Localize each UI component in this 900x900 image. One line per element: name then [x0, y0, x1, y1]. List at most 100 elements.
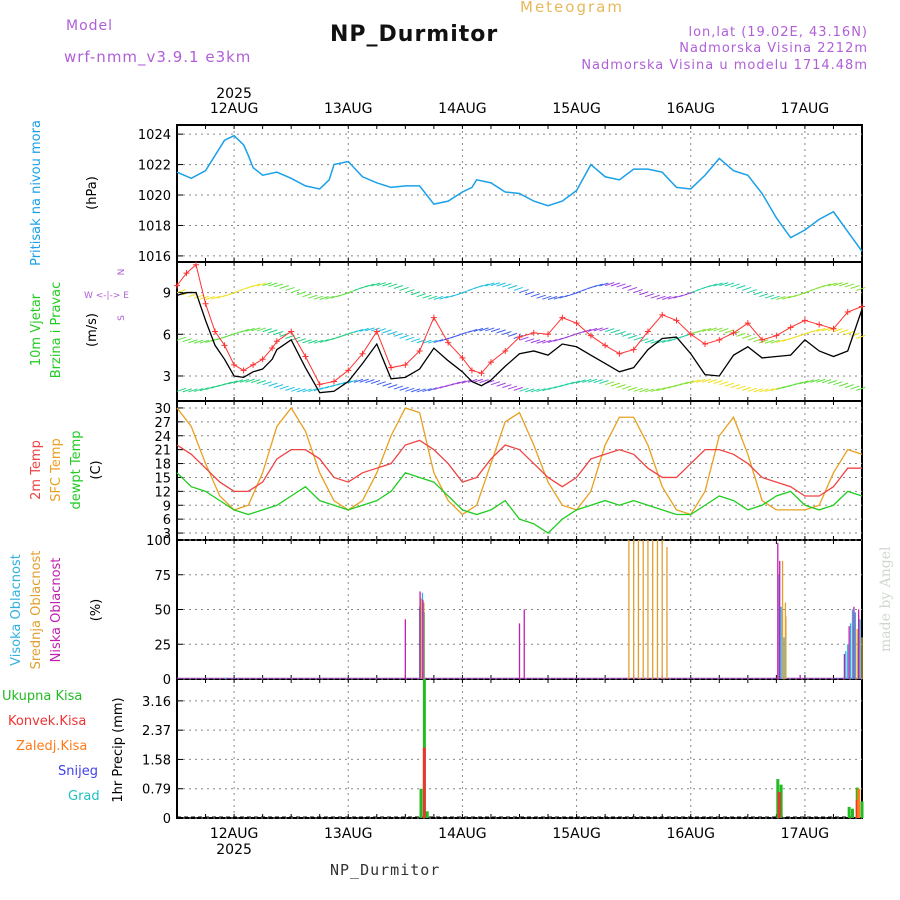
wind-gust-marker	[559, 314, 566, 321]
wind-barb	[262, 282, 272, 287]
wind-barb	[519, 289, 529, 294]
wind-barb	[370, 282, 381, 287]
wind-barb	[816, 378, 826, 383]
meteogram-label: Meteogram	[520, 0, 624, 16]
wind-barb	[405, 336, 415, 341]
model-elevation: Nadmorska Visina u modelu 1714.48m	[581, 58, 868, 73]
panel-frame-4	[176, 678, 863, 819]
wind-barb	[268, 329, 278, 334]
wind-barb	[719, 328, 729, 333]
wind-barb	[490, 328, 501, 333]
wind-barb	[485, 327, 495, 332]
wind-gust-marker	[240, 367, 247, 374]
wind-barb	[793, 381, 803, 386]
wind-barb	[428, 387, 438, 392]
wind-barb	[273, 331, 284, 335]
wind-barb	[679, 381, 689, 386]
wind-barb	[604, 328, 615, 333]
legend-conv-rain: Konvek.Kisa	[8, 714, 86, 729]
wind-barb	[273, 384, 284, 389]
wind-barb	[382, 282, 392, 287]
wind-barb	[707, 283, 718, 288]
y-tick-label: 1024	[138, 128, 171, 143]
wind-barb	[513, 386, 523, 391]
y-tick-label: 50	[154, 604, 171, 619]
wind-barb	[273, 283, 284, 288]
wind-barb	[399, 386, 409, 391]
pressure-title: Pritisak na nivou mora	[29, 120, 44, 266]
wind-unit: (m/s)	[85, 313, 100, 347]
wind-gust-marker	[730, 329, 737, 336]
wind-barb	[507, 332, 518, 337]
wind-barb	[279, 385, 289, 390]
wind-gust-marker	[516, 334, 523, 341]
wind-barb	[525, 338, 535, 343]
pressure-line	[176, 134, 863, 252]
temp-sfc-line	[176, 406, 863, 516]
temp-sfc-label: SFC Temp	[49, 438, 64, 502]
x-day-label-bottom: 13AUG	[324, 826, 373, 842]
wind-barb	[764, 294, 775, 299]
wind-barb	[747, 336, 757, 341]
wind-barb	[633, 387, 643, 392]
wind-barb	[599, 282, 609, 287]
wind-barb	[536, 339, 546, 344]
wind-barb	[285, 386, 295, 391]
wind-barb	[365, 283, 375, 288]
wind-barb	[690, 379, 700, 384]
wind-barb	[770, 295, 780, 300]
wind-barb	[570, 380, 581, 385]
wind-gust-marker	[716, 336, 723, 343]
wind-barb	[542, 339, 552, 344]
wind-barb	[376, 381, 386, 386]
x-year-top: 2025	[216, 86, 252, 102]
wind-barb	[759, 339, 769, 344]
wind-barb	[656, 339, 666, 344]
compass-south: S	[117, 315, 127, 321]
wind-barb	[741, 286, 752, 291]
wind-barb	[291, 289, 301, 294]
wind-gust-marker	[702, 341, 709, 348]
wind-barb	[844, 283, 855, 288]
wind-barb	[616, 384, 626, 389]
wind-gust-marker	[659, 311, 666, 318]
wind-barb	[713, 327, 723, 332]
wind-barb	[490, 381, 501, 386]
wind-barb	[479, 283, 489, 288]
wind-barb	[850, 385, 860, 390]
wind-barb	[753, 388, 763, 393]
wind-barb	[296, 338, 307, 343]
x-day-label-bottom: 14AUG	[438, 826, 487, 842]
wind-barb	[547, 339, 558, 343]
wind-barb	[353, 378, 364, 383]
x-day-label-top: 16AUG	[667, 101, 716, 117]
wind-barb	[428, 295, 438, 300]
wind-barb	[507, 385, 518, 390]
wind-barb	[182, 338, 192, 343]
legend-total-rain: Ukupna Kisa	[2, 689, 82, 704]
wind-barb	[599, 327, 609, 332]
wind-barb	[850, 332, 860, 337]
wind-barb	[593, 327, 603, 332]
cloud-low-label: Niska Oblacnost	[49, 558, 64, 663]
wind-barb	[627, 386, 638, 391]
wind-barb	[199, 339, 209, 344]
wind-barb	[319, 296, 329, 301]
wind-gust-marker	[359, 350, 366, 357]
wind-barb	[479, 327, 489, 332]
wind-barb	[268, 282, 278, 287]
wind-barb	[211, 295, 221, 300]
wind-barb	[279, 285, 289, 289]
wind-barb	[370, 380, 381, 384]
wind-gust-marker	[816, 321, 823, 328]
y-tick-label: 3	[163, 527, 171, 542]
wind-barb	[850, 285, 860, 289]
wind-barb	[325, 295, 335, 300]
x-day-label-bottom: 17AUG	[781, 826, 830, 842]
pressure-unit: (hPa)	[85, 176, 100, 210]
wind-gust-marker	[468, 367, 475, 374]
temp-2m-label: 2m Temp	[29, 440, 44, 500]
y-tick-label: 1.58	[142, 753, 171, 768]
wind-barb	[336, 381, 346, 386]
precip-total-bar	[779, 784, 783, 818]
